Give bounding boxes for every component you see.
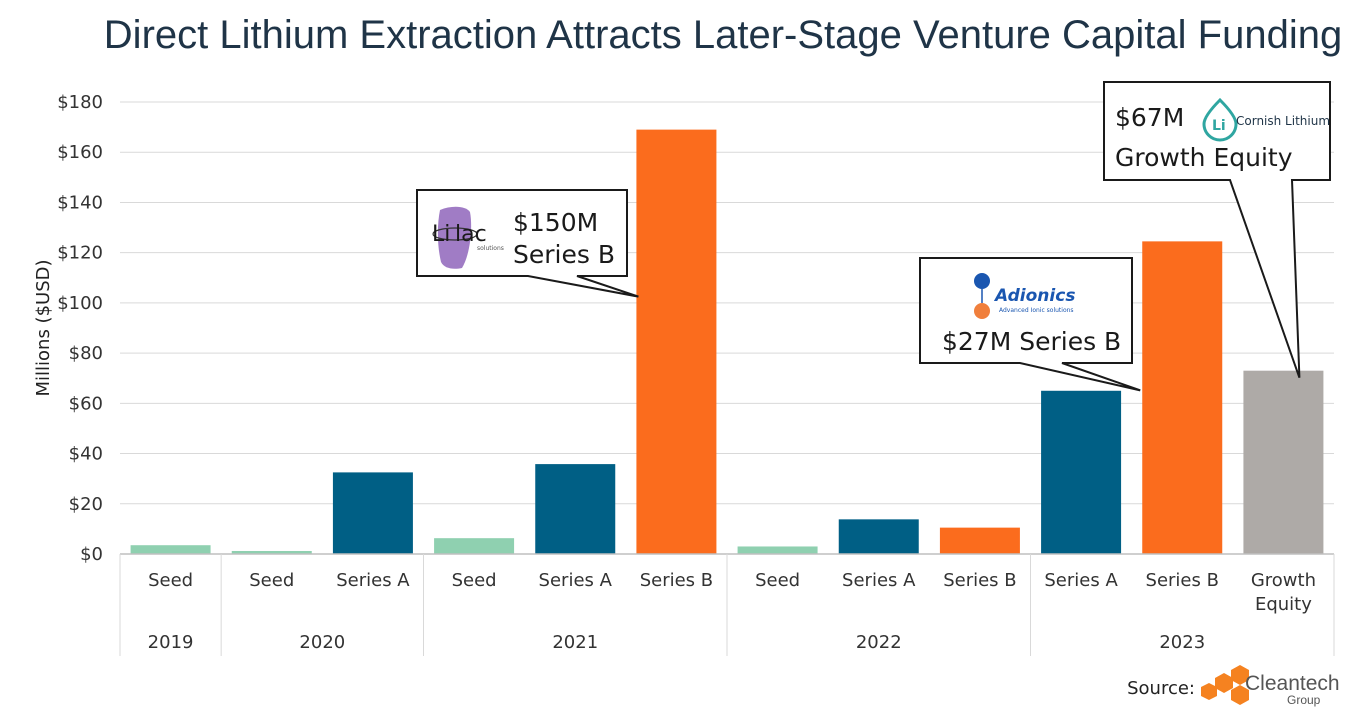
cornish-logo-name: Cornish Lithium: [1236, 114, 1330, 128]
y-tick-label: $180: [57, 92, 103, 113]
lilac-logo-icon: [432, 206, 478, 269]
bar-2022-series-b: [939, 527, 1020, 554]
callout-lilac-line-1: $150M: [513, 208, 598, 237]
x-tick-label: Series A: [1044, 570, 1118, 591]
year-label: 2023: [1159, 632, 1205, 653]
grid: $0 $20 $40 $60 $80 $100 $120 $140 $160 $180: [57, 92, 1334, 565]
cleantech-brand: Cleantech: [1245, 672, 1340, 695]
bar-2021-seed: [434, 538, 515, 554]
bar-2023-series-a: [1041, 390, 1122, 554]
chart-title: Direct Lithium Extraction Attracts Later…: [104, 13, 1342, 57]
y-tick-label: $40: [69, 444, 103, 465]
bars: [130, 129, 1324, 554]
y-tick-label: $60: [69, 393, 103, 414]
x-tick-label: Seed: [452, 570, 497, 591]
y-tick-label: $160: [57, 142, 103, 163]
cornish-logo-mark: Li: [1212, 118, 1226, 134]
bar-2022-series-a: [838, 519, 919, 554]
cleantech-brand-sub: Group: [1287, 693, 1321, 707]
lilac-logo-text: Li: [432, 222, 450, 247]
y-tick-label: $20: [69, 494, 103, 515]
adionics-logo-icon: [974, 273, 990, 319]
bar-2023-series-b: [1142, 241, 1223, 554]
callout-lilac-line-2: Series B: [513, 240, 615, 269]
x-tick-label: Series B: [1146, 570, 1219, 591]
cornish-lithium-logo-icon: [1202, 97, 1238, 142]
y-tick-label: $100: [57, 293, 103, 314]
callout-cornish-line-1: $67M: [1115, 103, 1184, 132]
x-tick-label: Series B: [943, 570, 1016, 591]
callout-cornish: Li Cornish Lithium $67M Growth Equity: [1103, 81, 1331, 379]
callout-adionics-line-1: $27M Series B: [942, 327, 1121, 356]
lilac-logo-text-rest: lac: [455, 222, 487, 247]
source-credit: Source: Cleantech Group: [1127, 665, 1340, 707]
bar-2021-series-a: [535, 464, 616, 554]
adionics-logo-sub: Advanced Ionic solutions: [999, 307, 1074, 314]
x-tick-label: Series B: [640, 570, 713, 591]
y-tick-label: $0: [80, 544, 103, 565]
year-label: 2019: [148, 632, 194, 653]
x-tick-label: Series A: [336, 570, 410, 591]
x-tick-label: Seed: [755, 570, 800, 591]
x-tick-label: Growth Equity: [1251, 570, 1316, 615]
x-tick-label: Series A: [539, 570, 613, 591]
bar-2020-series-a: [332, 472, 413, 554]
bar-2023-growth-equity: [1243, 370, 1324, 554]
year-label: 2021: [552, 632, 598, 653]
callout-cornish-line-2: Growth Equity: [1115, 143, 1293, 172]
x-axis: Seed Seed Series A Seed Series A Series B Seed…: [119, 553, 1335, 656]
year-label: 2020: [299, 632, 345, 653]
y-axis-label: Millions ($USD): [33, 259, 54, 396]
x-tick-label: Seed: [249, 570, 294, 591]
lilac-logo-sub: solutions: [477, 245, 504, 252]
bar-2020-seed: [231, 550, 312, 554]
y-tick-label: $140: [57, 192, 103, 213]
source-label: Source:: [1127, 678, 1195, 699]
year-label: 2022: [856, 632, 902, 653]
y-tick-label: $80: [69, 343, 103, 364]
adionics-logo-text: Adionics: [993, 286, 1075, 306]
bar-2021-series-b: [636, 129, 717, 554]
bar-2022-seed: [737, 546, 818, 554]
y-tick-label: $120: [57, 243, 103, 264]
cleantech-logo-icon: [1201, 665, 1249, 705]
x-tick-label: Series A: [842, 570, 916, 591]
x-tick-label: Seed: [148, 570, 193, 591]
bar-2019-seed: [130, 545, 211, 554]
